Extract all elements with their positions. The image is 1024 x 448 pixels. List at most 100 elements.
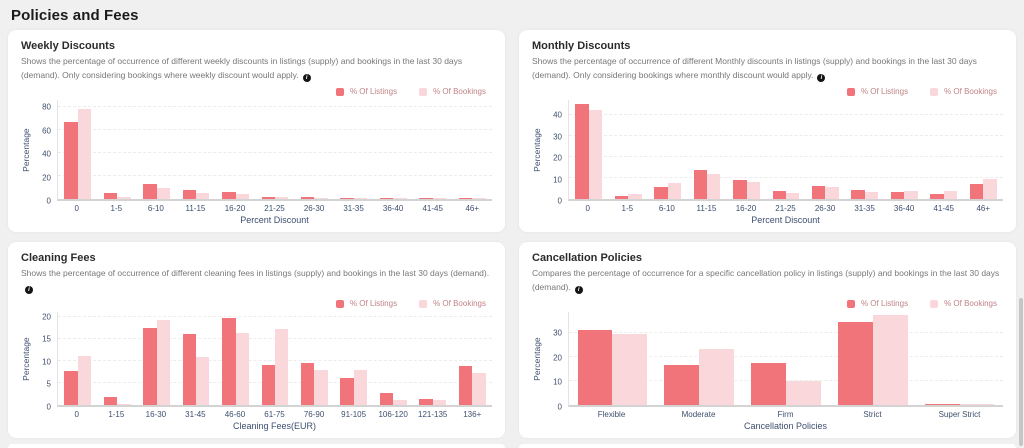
- bar-bookings: [314, 197, 328, 199]
- bookings-swatch-icon: [419, 87, 428, 96]
- info-icon[interactable]: i: [302, 73, 311, 82]
- bar-group: [176, 312, 215, 405]
- bar-listings: [733, 180, 747, 199]
- bar-listings: [693, 170, 708, 199]
- bar-group: [334, 100, 373, 199]
- legend-item-bookings[interactable]: % Of Bookings: [419, 299, 486, 308]
- x-tick-label: Super Strict: [938, 410, 981, 419]
- panel-title: Cleaning Fees: [21, 252, 96, 264]
- bar-group: [743, 312, 830, 405]
- legend-item-listings[interactable]: % Of Listings: [846, 87, 908, 96]
- y-tick-label: 30: [553, 132, 562, 142]
- bar-group: [687, 100, 726, 199]
- legend-item-bookings[interactable]: % Of Bookings: [930, 87, 997, 96]
- y-tick-label: 0: [557, 196, 562, 206]
- y-axis-ticks: 0 20 40 60 80: [32, 100, 57, 206]
- bar-listings: [222, 318, 236, 405]
- bar-bookings: [77, 355, 92, 405]
- bar-listings: [340, 377, 354, 405]
- bar-bookings: [117, 403, 131, 405]
- x-tick-label: Strict: [863, 410, 882, 419]
- y-tick-label: 15: [42, 334, 51, 344]
- panel-description: Shows the percentage of occurrence of di…: [21, 55, 492, 82]
- page-scrollbar-thumb[interactable]: [1019, 298, 1023, 446]
- y-axis-title: Percentage: [532, 337, 542, 382]
- gridline: [58, 315, 492, 317]
- y-tick-label: 5: [46, 379, 51, 389]
- bar-listings: [575, 104, 589, 199]
- bar-group: [255, 100, 294, 199]
- bar-listings: [664, 364, 700, 405]
- bar-listings: [812, 185, 826, 199]
- bar-bookings: [274, 329, 289, 405]
- bar-group: [656, 312, 743, 405]
- panel-cleaning-fees: Cleaning Fees Shows the percentage of oc…: [8, 242, 505, 438]
- x-tick-label: 0: [585, 204, 590, 213]
- y-tick-label: 10: [553, 377, 562, 387]
- bar-bookings: [959, 404, 995, 405]
- x-tick-label: 61-75: [264, 410, 285, 419]
- panel-title: Monthly Discounts: [532, 40, 631, 52]
- legend-item-bookings[interactable]: % Of Bookings: [419, 87, 486, 96]
- bar-bookings: [393, 197, 407, 199]
- panel-cancellation-policies: Cancellation Policies Compares the perce…: [519, 242, 1016, 438]
- info-icon[interactable]: i: [25, 285, 33, 294]
- bar-group: [295, 312, 334, 405]
- x-axis-ticks: 0 1-15 16-30 31-45 46-60 61-75 76-90 91-105 106-…: [57, 407, 492, 419]
- y-tick-label: 20: [42, 173, 51, 183]
- panel-monthly-discounts: Monthly Discounts Shows the percentage o…: [519, 30, 1016, 232]
- panel-description: Shows the percentage of occurrence of di…: [532, 55, 1003, 82]
- bar-bookings: [353, 198, 368, 199]
- legend-label-bookings: % Of Bookings: [944, 87, 997, 97]
- y-tick-label: 20: [42, 312, 51, 322]
- chart-cleaning-fees: Percentage 0 5 10 15 20 0 1-15 16-30 31-45 46-60 61…: [21, 312, 492, 432]
- chart-legend: % Of Listings % Of Bookings: [21, 299, 486, 308]
- bar-listings: [379, 198, 394, 199]
- bar-group: [885, 100, 924, 199]
- info-icon[interactable]: i: [574, 285, 583, 294]
- panel-description-text: Shows the percentage of occurrence of di…: [21, 56, 463, 80]
- panel-description-text: Shows the percentage of occurrence of di…: [21, 268, 490, 278]
- bar-listings: [969, 184, 984, 199]
- bar-bookings: [432, 198, 447, 199]
- bar-listings: [851, 189, 865, 199]
- bar-group: [137, 312, 176, 405]
- chart-legend: % Of Listings % Of Bookings: [21, 87, 486, 96]
- y-tick-label: 10: [42, 357, 51, 367]
- y-axis-ticks: 0 10 20 30: [543, 312, 568, 412]
- bar-listings: [614, 195, 629, 199]
- legend-item-listings[interactable]: % Of Listings: [335, 87, 397, 96]
- legend-item-listings[interactable]: % Of Listings: [335, 299, 397, 308]
- x-tick-label: 121-135: [418, 410, 448, 419]
- x-tick-label: 31-35: [343, 204, 364, 213]
- x-axis-title: Percent Discount: [751, 215, 820, 225]
- y-tick-label: 60: [42, 126, 51, 136]
- x-tick-label: 11-15: [185, 204, 206, 213]
- gridline: [569, 113, 1003, 115]
- chart-cancellation-policies: Percentage 0 10 20 30 Flexible Moderate Firm Str…: [532, 312, 1003, 432]
- gridline: [569, 155, 1003, 157]
- legend-item-bookings[interactable]: % Of Bookings: [930, 299, 997, 308]
- bar-group: [137, 100, 176, 199]
- bar-listings: [143, 183, 157, 199]
- plot-area: [568, 100, 1003, 201]
- bar-bookings: [983, 179, 997, 199]
- gridline: [569, 176, 1003, 178]
- x-tick-label: 16-20: [224, 204, 246, 213]
- listings-swatch-icon: [846, 87, 855, 96]
- bar-group: [924, 100, 963, 199]
- info-icon[interactable]: i: [817, 73, 826, 82]
- bar-group: [569, 312, 656, 405]
- legend-item-listings[interactable]: % Of Listings: [846, 299, 908, 308]
- listings-swatch-icon: [335, 87, 344, 96]
- bar-listings: [261, 364, 275, 405]
- x-axis-title: Percent Discount: [240, 215, 309, 225]
- bar-bookings: [746, 182, 760, 199]
- bar-listings: [930, 193, 944, 199]
- bar-listings: [458, 198, 473, 199]
- bar-group: [766, 100, 805, 199]
- legend-label-bookings: % Of Bookings: [433, 299, 486, 309]
- y-tick-label: 10: [553, 175, 562, 185]
- panel-description-text: Compares the percentage of occurrence fo…: [532, 268, 1000, 292]
- x-tick-label: 136+: [463, 410, 482, 419]
